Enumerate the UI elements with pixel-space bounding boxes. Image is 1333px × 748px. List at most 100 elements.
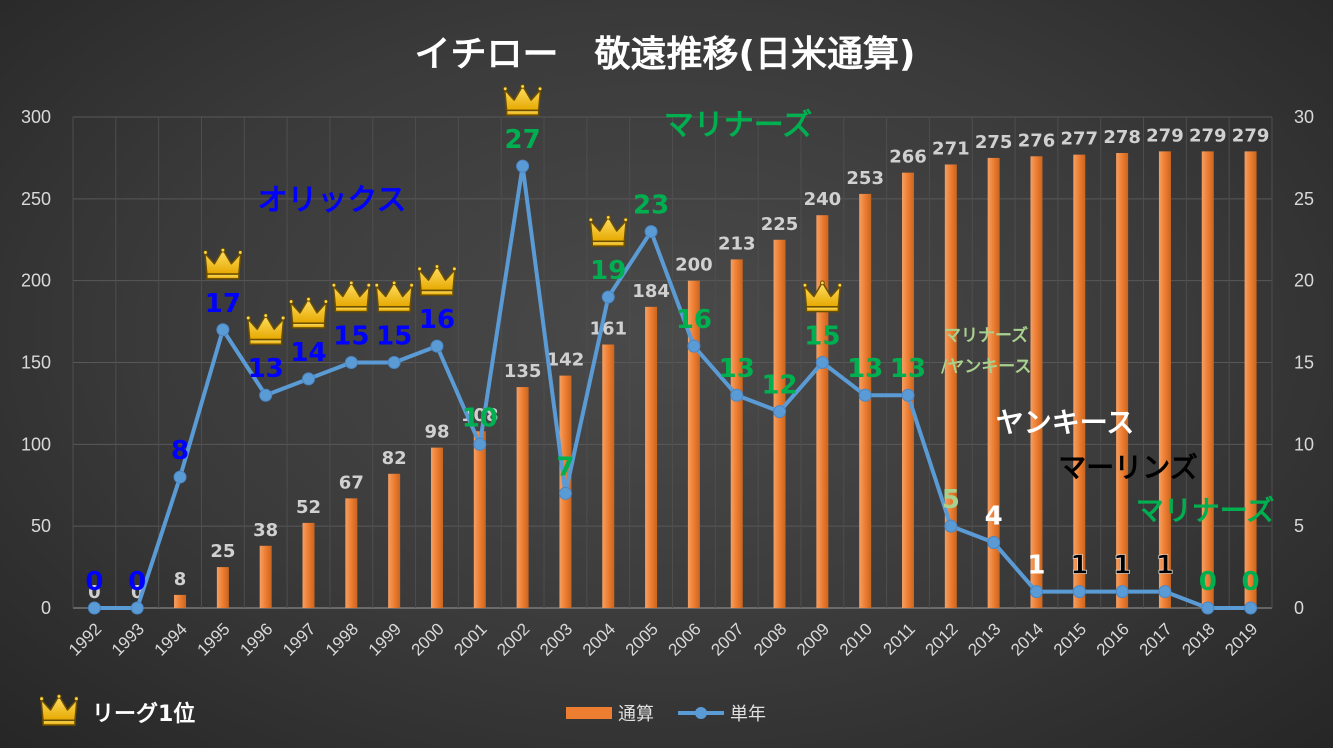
bar-data-label: 271 bbox=[932, 138, 970, 159]
x-tick-label: 2000 bbox=[408, 619, 448, 659]
crown-icon bbox=[289, 296, 328, 329]
crown-icon bbox=[332, 280, 371, 313]
line-point bbox=[1115, 585, 1129, 599]
bar-data-label: 38 bbox=[253, 520, 278, 541]
x-tick-label: 2017 bbox=[1136, 619, 1176, 659]
x-tick-label: 2019 bbox=[1221, 619, 1261, 659]
bar bbox=[944, 164, 957, 609]
y-left-tick-label: 0 bbox=[41, 598, 51, 618]
team-annotation-orix: オリックス bbox=[257, 183, 406, 218]
x-tick-label: 2009 bbox=[793, 619, 833, 659]
line-data-label: 23 bbox=[633, 191, 669, 221]
x-tick-label: 1999 bbox=[365, 619, 405, 659]
line-point bbox=[730, 388, 744, 402]
bar bbox=[987, 157, 1000, 608]
x-tick-label: 2007 bbox=[707, 619, 747, 659]
bar-data-label: 213 bbox=[718, 233, 756, 254]
bar bbox=[174, 594, 187, 608]
team-annotation-mariners-2: マリナーズ bbox=[1136, 494, 1275, 527]
x-tick-label: 1994 bbox=[151, 619, 191, 659]
line-point bbox=[87, 601, 101, 615]
x-axis: 1992 1993 1994 1995 1996 1997 1998 1999 2000 2001… bbox=[65, 619, 1261, 659]
bar bbox=[1116, 153, 1129, 609]
line-point bbox=[516, 159, 530, 173]
crown-icon bbox=[203, 247, 242, 280]
bar-data-labels: 0 082538526782981081351421611842002132252… bbox=[88, 125, 1269, 603]
y-right-tick-label: 20 bbox=[1294, 271, 1314, 291]
x-tick-label: 1996 bbox=[236, 619, 276, 659]
line-data-label: 4 bbox=[985, 502, 1003, 532]
y-axis-left: 0 50 100 150 200 250 300 bbox=[21, 107, 51, 618]
legend-crown-icon bbox=[40, 694, 78, 726]
line-data-label: 19 bbox=[590, 256, 626, 286]
line-data-label: 1 bbox=[1027, 551, 1045, 581]
line-point bbox=[687, 339, 701, 353]
bar bbox=[516, 387, 529, 608]
bar-data-label: 82 bbox=[382, 448, 407, 469]
line-data-label: 10 bbox=[462, 403, 498, 433]
bar-series-cumulative bbox=[174, 151, 1257, 609]
line-data-label: 1 bbox=[1156, 551, 1174, 581]
x-tick-label: 2006 bbox=[665, 619, 705, 659]
y-right-tick-label: 25 bbox=[1294, 189, 1314, 209]
bar-data-label: 0 bbox=[88, 582, 101, 603]
line-point bbox=[644, 225, 658, 239]
line-point bbox=[430, 339, 444, 353]
line-data-label: 13 bbox=[719, 354, 755, 384]
x-tick-label: 2003 bbox=[536, 619, 576, 659]
x-tick-label: 2013 bbox=[964, 619, 1004, 659]
line-point bbox=[130, 601, 144, 615]
x-tick-label: 1997 bbox=[279, 619, 319, 659]
line-point bbox=[1244, 601, 1258, 615]
team-annotation-yankees: ヤンキース bbox=[996, 406, 1135, 439]
legend-label-single-year: 単年 bbox=[730, 704, 766, 725]
line-data-label: 1 bbox=[1113, 551, 1131, 581]
line-data-label: 15 bbox=[333, 322, 369, 352]
legend-crown-label: リーグ1位 bbox=[92, 701, 195, 727]
bar-data-label: 275 bbox=[975, 132, 1013, 153]
line-data-label: 13 bbox=[890, 354, 926, 384]
line-point bbox=[815, 356, 829, 369]
x-tick-label: 2011 bbox=[880, 619, 919, 658]
line-data-label: 27 bbox=[505, 125, 541, 155]
y-left-tick-label: 300 bbox=[21, 107, 51, 127]
bar-data-label: 161 bbox=[589, 318, 627, 339]
bar-data-label: 98 bbox=[424, 422, 449, 443]
bar-data-label: 142 bbox=[547, 350, 585, 371]
x-tick-label: 2015 bbox=[1050, 619, 1090, 659]
team-annotations: オリックス マリナーズ マリナーズ /ヤンキース ヤンキース マーリンズ マリナ… bbox=[257, 108, 1274, 527]
line-point bbox=[858, 388, 872, 402]
line-point bbox=[987, 536, 1001, 550]
crown-icon bbox=[503, 84, 542, 116]
bar-data-label: 225 bbox=[761, 214, 799, 235]
y-right-tick-label: 5 bbox=[1294, 516, 1304, 536]
x-tick-label: 2004 bbox=[579, 619, 619, 659]
line-data-label: 0 bbox=[1242, 567, 1260, 597]
line-data-label: 0 bbox=[85, 567, 103, 597]
bar-data-label: 279 bbox=[1232, 125, 1270, 146]
bar bbox=[216, 567, 229, 608]
bar-data-label: 279 bbox=[1146, 125, 1184, 146]
line-data-label: 14 bbox=[290, 338, 326, 368]
line-data-label: 15 bbox=[804, 322, 840, 352]
legend-label-cumulative: 通算 bbox=[618, 704, 654, 725]
crown-icon bbox=[246, 313, 285, 346]
line-point bbox=[344, 356, 358, 369]
x-tick-label: 2002 bbox=[493, 619, 533, 659]
line-data-label: 16 bbox=[419, 305, 455, 335]
line-point bbox=[901, 388, 915, 402]
line-point bbox=[302, 372, 316, 386]
x-tick-label: 2008 bbox=[750, 619, 790, 659]
bar bbox=[388, 473, 401, 608]
team-annotation-yankees-small: /ヤンキース bbox=[941, 357, 1031, 377]
bar bbox=[259, 545, 272, 608]
line-data-label: 5 bbox=[942, 485, 960, 515]
bar bbox=[687, 280, 700, 608]
crown-icon bbox=[375, 280, 414, 313]
bar-data-label: 277 bbox=[1061, 129, 1099, 150]
line-data-label: 7 bbox=[556, 452, 574, 482]
x-tick-label: 2018 bbox=[1178, 619, 1218, 659]
chart-title: イチロー 敬遠推移(日米通算) bbox=[415, 34, 916, 75]
line-point bbox=[473, 437, 487, 451]
